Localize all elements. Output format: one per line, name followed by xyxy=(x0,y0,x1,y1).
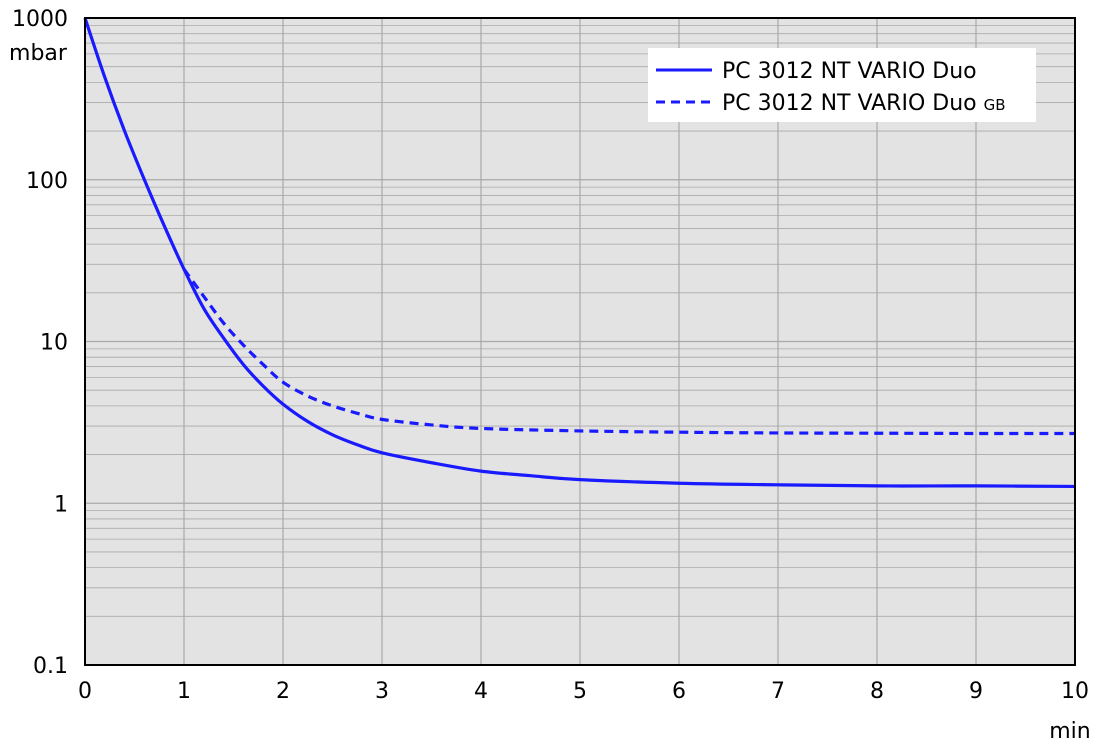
legend-label-dashed-suffix: GB xyxy=(984,96,1006,114)
x-tick-label: 7 xyxy=(771,679,785,704)
legend: PC 3012 NT VARIO Duo PC 3012 NT VARIO Du… xyxy=(648,48,1036,122)
x-tick-label: 8 xyxy=(870,679,884,704)
x-axis-ticks: 0 1 2 3 4 5 6 7 8 9 10 xyxy=(78,679,1089,704)
plot-frame xyxy=(84,17,1076,666)
x-tick-label: 9 xyxy=(969,679,983,704)
y-axis-ticks: 0.1 1 10 100 1000 xyxy=(12,7,68,679)
y-tick-label: 1000 xyxy=(12,7,68,32)
x-tick-label: 0 xyxy=(78,679,92,704)
x-tick-label: 2 xyxy=(276,679,290,704)
series-line-dashed xyxy=(182,268,1076,436)
y-unit-label: mbar xyxy=(9,41,68,66)
x-tick-label: 10 xyxy=(1061,679,1089,704)
y-tick-label: 1 xyxy=(54,492,68,517)
x-tick-label: 5 xyxy=(573,679,587,704)
x-tick-label: 4 xyxy=(474,679,488,704)
x-tick-label: 1 xyxy=(177,679,191,704)
legend-box xyxy=(648,48,1036,122)
x-unit-label: min xyxy=(1049,719,1091,743)
legend-label-dashed: PC 3012 NT VARIO Duo GB xyxy=(722,91,1006,116)
y-tick-label: 10 xyxy=(40,331,68,356)
x-tick-label: 6 xyxy=(672,679,686,704)
legend-label-dashed-name: PC 3012 NT VARIO Duo xyxy=(722,91,977,116)
series-line-solid xyxy=(83,17,1076,489)
x-tick-label: 3 xyxy=(375,679,389,704)
series-layer xyxy=(83,17,1076,489)
y-tick-label: 100 xyxy=(26,169,68,194)
legend-label-solid: PC 3012 NT VARIO Duo xyxy=(722,59,977,84)
y-tick-label: 0.1 xyxy=(33,654,68,679)
